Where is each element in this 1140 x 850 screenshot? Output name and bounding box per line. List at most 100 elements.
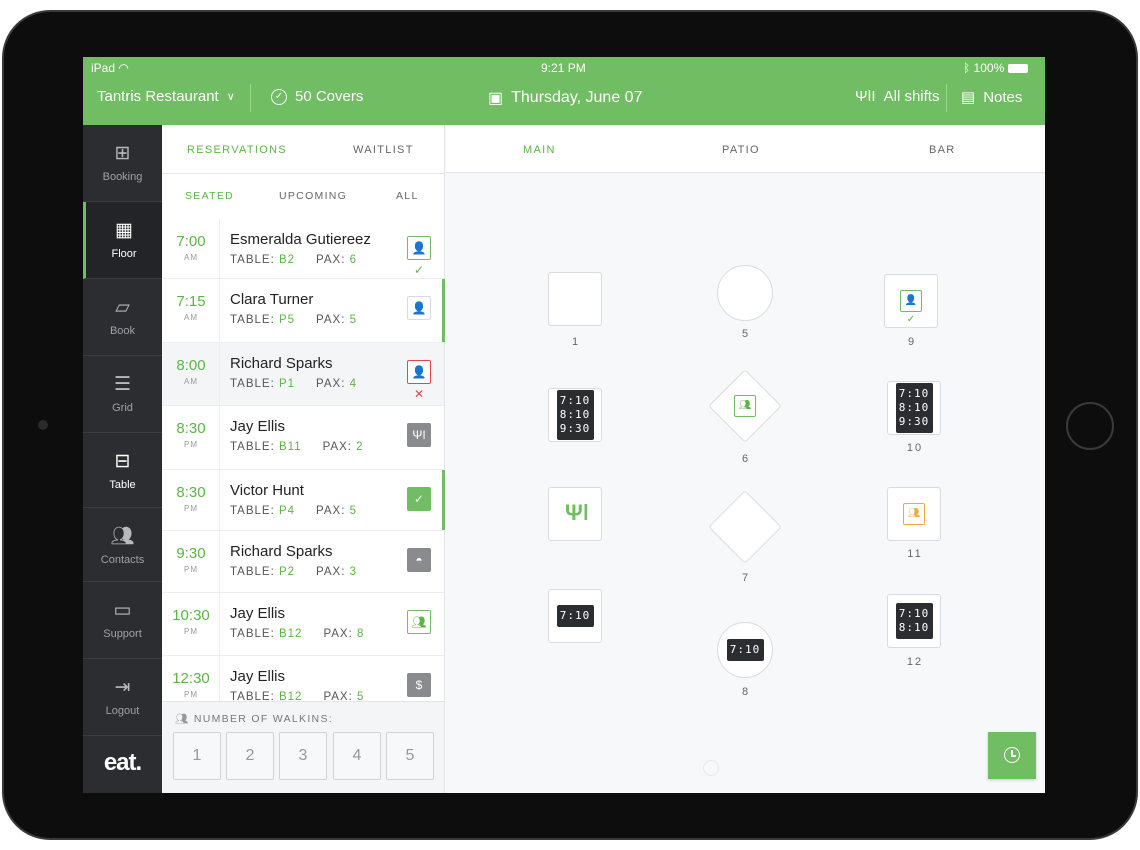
tab-waitlist[interactable]: WAITLIST [353,144,414,156]
guest-name: Richard Sparks [230,355,333,372]
status-paid-icon[interactable]: $ [407,673,431,697]
shifts-button[interactable]: ΨǀI All shifts [855,88,939,105]
sidebar-item-contacts[interactable]: 👥︎ Contacts [83,508,162,582]
reservation-ampm: PM [184,627,198,636]
walkin-option-1[interactable]: 1 [173,732,221,780]
sidebar-item-grid[interactable]: ☰ Grid [83,356,162,433]
status-cancelled-icon[interactable]: 👤✕ [407,360,431,401]
current-date: Thursday, June 07 [511,89,643,106]
sidebar-item-book[interactable]: ▱ Book [83,279,162,356]
timeline-button[interactable] [988,732,1036,779]
home-button[interactable] [1066,402,1114,450]
label: Grid [112,402,133,414]
sidebar-item-floor[interactable]: ▦ Floor [83,202,162,279]
divider [219,531,220,592]
pax-value: 5 [349,314,358,326]
table-label: TABLE: [230,254,275,266]
reservation-times: 7:10 8:10 9:30 [895,383,933,433]
screen: iPad ◠ 9:21 PM ᛒ 100% Tantris Restaurant… [83,57,1045,793]
battery-percent: 100% [973,61,1005,75]
tab-main[interactable]: MAIN [523,144,556,156]
pax-label: PAX: [323,691,353,703]
reservation-row[interactable]: 10:30 PM Jay Ellis TABLE: B12 PAX: 8 👥︎ [163,593,444,656]
reservation-times: 7:10 8:10 9:30 [556,390,594,440]
reservation-ampm: PM [184,690,198,699]
table-label: TABLE: [230,505,275,517]
walkins-panel: 👥︎ NUMBER OF WALKINS: 1 2 3 4 5 [163,701,444,793]
table-label: TABLE: [230,314,275,326]
tab-bar[interactable]: BAR [929,144,956,156]
subtab-seated[interactable]: SEATED [185,190,235,202]
reservation-row[interactable]: 8:30 PM Jay Ellis TABLE: B11 PAX: 2 Ψǀ [163,406,444,470]
status-confirmed-icon[interactable]: 👤✓ [407,236,431,277]
subtab-all[interactable]: ALL [396,190,419,202]
bluetooth-icon: ᛒ [963,61,971,75]
sidebar-item-logout[interactable]: ⇥ Logout [83,659,162,736]
square-table[interactable] [548,487,602,541]
square-table[interactable] [548,272,602,326]
menu-lines-icon: ☰ [113,374,132,395]
status-checked-icon[interactable]: ✓ [407,487,431,511]
sidebar-item-table[interactable]: ⊟ Table [83,433,162,508]
walkin-option-5[interactable]: 5 [386,732,434,780]
square-table[interactable] [887,487,941,541]
reservation-meta: TABLE: P1 PAX: 4 [230,378,357,390]
reservation-row[interactable]: 8:30 PM Victor Hunt TABLE: P4 PAX: 5 ✓ [163,470,445,531]
chevron-down-icon: ∨ [226,91,235,103]
date-picker[interactable]: ▣ Thursday, June 07 [488,88,642,108]
wifi-icon: ◠ [118,61,129,75]
status-battery: ᛒ 100% [963,61,1028,75]
active-indicator [442,470,445,530]
reservation-meta: TABLE: B11 PAX: 2 [230,441,364,453]
pax-value: 8 [357,628,365,640]
reservation-time: 8:30 [176,484,206,501]
table-value: B2 [278,254,296,266]
walkin-option-2[interactable]: 2 [226,732,274,780]
covers[interactable]: ✓ 50 Covers [271,88,363,105]
chat-icon: ▭ [113,600,132,621]
shifts-label: All shifts [883,88,940,105]
restaurant-selector[interactable]: Tantris Restaurant ∨ [97,88,235,105]
reservation-row[interactable]: 8:00 AM Richard Sparks TABLE: P1 PAX: 4 … [163,343,444,406]
sidebar-item-support[interactable]: ▭ Support [83,582,162,659]
reservation-row[interactable]: 7:15 AM Clara Turner TABLE: P5 PAX: 5 👤 [163,279,445,343]
device-name: iPad [91,61,116,75]
sidebar-item-booking[interactable]: ⊞ Booking [83,125,162,202]
status-eating-icon[interactable]: Ψǀ [407,423,431,447]
divider [163,173,444,174]
reservation-meta: TABLE: B2 PAX: 6 [230,254,357,266]
table-value: P1 [278,378,296,390]
table-number: 9 [907,336,917,348]
subtab-upcoming[interactable]: UPCOMING [279,190,348,202]
status-seated-icon[interactable]: 👥︎ [407,610,431,634]
pax-value: 6 [349,254,358,266]
reservation-time: 12:30 [172,670,210,687]
square-table[interactable] [884,274,938,328]
reservation-times: 7:10 [726,639,764,661]
reservation-row[interactable]: 9:30 PM Richard Sparks TABLE: P2 PAX: 3 … [163,531,444,593]
diamond-table[interactable] [708,490,782,564]
reservation-panel: RESERVATIONS WAITLIST SEATED UPCOMING AL… [163,125,445,793]
tab-patio[interactable]: PATIO [722,144,760,156]
time-slot: 9:30 [898,415,930,428]
notes-button[interactable]: ▤ Notes [961,88,1022,107]
tab-reservations[interactable]: RESERVATIONS [187,144,287,156]
table-label: TABLE: [230,691,275,703]
round-table[interactable] [717,265,773,321]
pax-label: PAX: [316,566,346,578]
label: Book [109,325,136,337]
camera [38,420,48,430]
walkin-option-4[interactable]: 4 [333,732,381,780]
walkins-header: 👥︎ NUMBER OF WALKINS: [175,712,333,725]
guest-name: Esmeralda Gutiereez [230,231,371,248]
divider [946,84,947,112]
divider [219,656,220,715]
reservation-row[interactable]: 7:00 AM Esmeralda Gutiereez TABLE: B2 PA… [163,219,444,279]
fork-knife-icon: ΨǀI [855,88,876,105]
walkin-option-3[interactable]: 3 [279,732,327,780]
table-label: TABLE: [230,441,275,453]
status-dessert-icon[interactable]: ◓ [407,548,431,572]
reservation-time: 8:00 [176,357,206,374]
status-unconfirmed-icon[interactable]: 👤 [407,296,431,320]
pax-label: PAX: [316,254,346,266]
